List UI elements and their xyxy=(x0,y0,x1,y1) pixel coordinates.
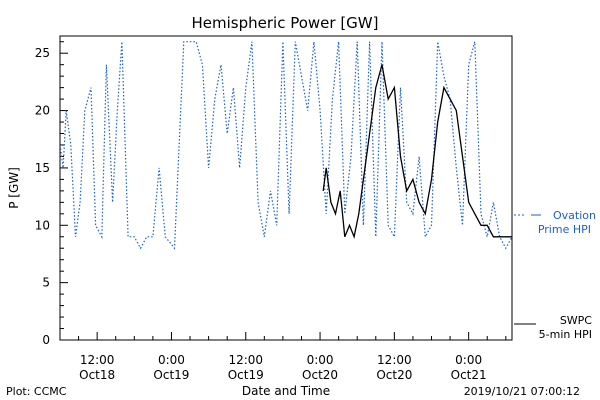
y-tick-label: 25 xyxy=(35,46,50,60)
x-tick-time-label: 12:00 xyxy=(228,353,263,367)
swpc-legend-label-2: 5-min HPI xyxy=(539,328,592,341)
y-tick-label: 15 xyxy=(35,161,50,175)
x-tick-time-label: 0:00 xyxy=(307,353,334,367)
y-tick-label: 20 xyxy=(35,104,50,118)
x-tick-time-label: 12:00 xyxy=(80,353,115,367)
x-tick-date-label: Oct20 xyxy=(302,368,338,382)
swpc-series-line xyxy=(322,64,512,240)
x-axis: 12:00Oct180:00Oct1912:00Oct190:00Oct2012… xyxy=(59,332,507,382)
x-tick-time-label: 0:00 xyxy=(158,353,185,367)
x-tick-time-label: 0:00 xyxy=(455,353,482,367)
x-tick-date-label: Oct19 xyxy=(228,368,264,382)
plot-credit: Plot: CCMC xyxy=(6,385,67,398)
ovation-legend-label-2: Prime HPI xyxy=(538,223,591,236)
ovation-legend-label-1: Ovation xyxy=(553,209,596,222)
plot-timestamp: 2019/10/21 07:00:12 xyxy=(464,385,580,398)
y-tick-label: 5 xyxy=(42,276,50,290)
chart-title: Hemispheric Power [GW] xyxy=(192,14,379,32)
ovation-prime-series-line xyxy=(60,41,512,250)
plot-frame xyxy=(59,35,513,341)
x-axis-label: Date and Time xyxy=(242,384,330,398)
y-tick-label: 10 xyxy=(35,218,50,232)
x-tick-date-label: Oct21 xyxy=(451,368,487,382)
y-tick-label: 0 xyxy=(42,333,50,347)
swpc-legend-label-1: SWPC xyxy=(560,314,592,327)
x-tick-date-label: Oct18 xyxy=(79,368,115,382)
y-axis: 0 5 10 15 20 25 xyxy=(35,41,68,347)
x-tick-date-label: Oct19 xyxy=(153,368,189,382)
y-axis-label: P [GW] xyxy=(7,167,21,209)
x-tick-time-label: 12:00 xyxy=(377,353,412,367)
series-layer xyxy=(60,41,512,250)
x-tick-date-label: Oct20 xyxy=(376,368,412,382)
